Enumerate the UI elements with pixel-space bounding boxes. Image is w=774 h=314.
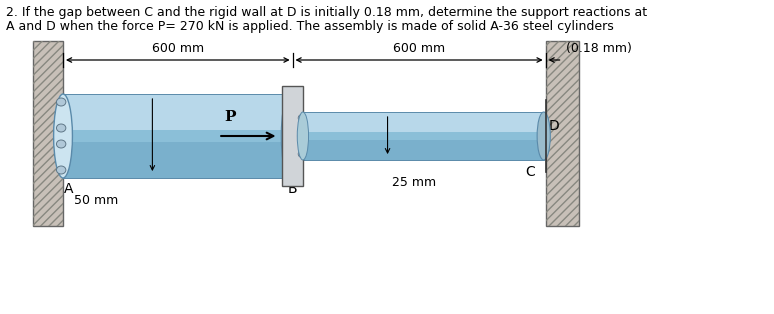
Ellipse shape (53, 94, 73, 178)
Text: C: C (525, 165, 535, 179)
Text: D: D (549, 119, 559, 133)
Bar (546, 41, 578, 226)
Text: 50 mm: 50 mm (74, 194, 118, 207)
Text: A: A (64, 182, 74, 196)
Ellipse shape (57, 124, 66, 132)
Bar (283, 86, 303, 186)
Bar (303, 132, 543, 140)
Ellipse shape (57, 140, 66, 148)
Text: (0.18 mm): (0.18 mm) (567, 42, 632, 55)
Bar (33, 41, 63, 226)
Bar (303, 112, 543, 136)
Ellipse shape (537, 112, 550, 160)
Bar (63, 94, 289, 136)
Text: B: B (288, 182, 297, 196)
Bar (546, 41, 578, 226)
Ellipse shape (57, 98, 66, 106)
Ellipse shape (298, 133, 306, 139)
Bar (63, 130, 289, 142)
Text: 600 mm: 600 mm (152, 42, 204, 55)
Ellipse shape (281, 94, 298, 178)
Ellipse shape (298, 150, 306, 158)
Text: 600 mm: 600 mm (393, 42, 445, 55)
Ellipse shape (298, 115, 306, 122)
Text: 25 mm: 25 mm (392, 176, 436, 189)
Bar (303, 136, 543, 160)
Text: 2. If the gap between C and the rigid wall at D is initially 0.18 mm, determine : 2. If the gap between C and the rigid wa… (5, 6, 647, 19)
Text: A and D when the force P= 270 kN is applied. The assembly is made of solid A-36 : A and D when the force P= 270 kN is appl… (5, 20, 613, 33)
Text: P: P (224, 110, 235, 124)
Bar (33, 41, 63, 226)
Ellipse shape (57, 166, 66, 174)
Bar (63, 136, 289, 178)
Ellipse shape (297, 112, 309, 160)
